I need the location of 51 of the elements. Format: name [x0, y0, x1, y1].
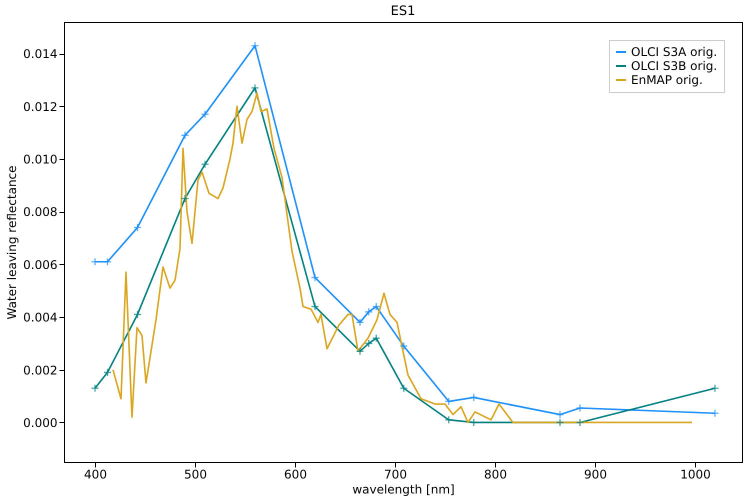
y-axis-title: Water leaving reflectance — [5, 165, 20, 320]
point — [180, 131, 190, 140]
point — [250, 42, 260, 50]
point — [576, 404, 584, 412]
y-tick-label: 0.002 — [23, 363, 58, 378]
point — [310, 273, 320, 282]
point — [356, 318, 364, 327]
x-tick-label: 500 — [184, 468, 207, 482]
point — [180, 194, 190, 203]
point — [200, 110, 210, 118]
point — [200, 160, 210, 168]
point — [400, 384, 408, 392]
legend-label: OLCI S3A orig. — [631, 45, 718, 59]
x-tick-label: 600 — [284, 468, 307, 482]
y-tick-label: 0.006 — [23, 258, 58, 272]
point — [372, 302, 380, 311]
point — [133, 223, 142, 232]
legend-label: OLCI S3B orig. — [631, 59, 718, 73]
point — [400, 342, 408, 350]
point — [556, 418, 564, 427]
x-tick-label: 1000 — [680, 468, 711, 482]
point — [444, 416, 453, 424]
point — [90, 384, 100, 392]
x-axis-title: wavelength [nm] — [352, 482, 455, 496]
point — [710, 384, 720, 392]
x-tick-label: 800 — [484, 468, 507, 482]
point — [576, 418, 584, 427]
point — [103, 368, 112, 377]
chart-title: ES1 — [390, 4, 416, 19]
point — [372, 334, 380, 342]
y-tick-label: 0.008 — [23, 205, 58, 220]
point — [470, 393, 478, 402]
point — [556, 410, 564, 419]
y-tick-label: 0.004 — [23, 310, 58, 325]
x-tick-label: 400 — [84, 468, 107, 482]
point — [444, 397, 453, 406]
point — [250, 84, 260, 92]
point — [356, 347, 364, 356]
point — [133, 310, 142, 319]
point — [310, 302, 320, 311]
y-tick-label: 0.014 — [23, 47, 58, 62]
x-tick-label: 700 — [384, 468, 407, 482]
point — [364, 308, 373, 316]
point — [710, 409, 720, 418]
point — [470, 418, 478, 427]
y-tick-label: 0.000 — [23, 416, 58, 430]
y-tick-label: 0.010 — [23, 152, 58, 167]
point — [364, 339, 373, 348]
x-tick-label: 900 — [584, 468, 607, 482]
y-tick-label: 0.012 — [23, 100, 58, 114]
legend-label: EnMAP orig. — [631, 73, 703, 87]
